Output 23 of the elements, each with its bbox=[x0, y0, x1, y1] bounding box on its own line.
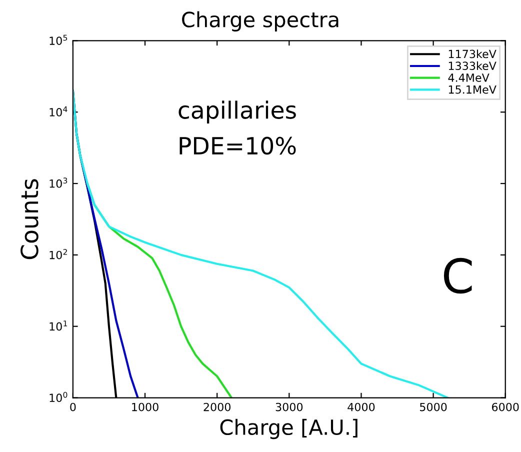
y-tick-label: 10$^{3}$ bbox=[50, 178, 68, 188]
legend-label: 1333keV bbox=[448, 61, 496, 70]
annotation: C bbox=[444, 258, 472, 294]
y-tick-label: 10$^{4}$ bbox=[50, 106, 68, 116]
x-tick-label: 3000 bbox=[276, 402, 303, 412]
x-axis-title: Charge [A.U.] bbox=[220, 418, 358, 440]
x-tick-label: 6000 bbox=[492, 402, 519, 412]
y-tick-label: 10$^{0}$ bbox=[50, 392, 68, 402]
x-tick-label: 0 bbox=[70, 402, 76, 412]
annotation: PDE=10% bbox=[180, 136, 296, 155]
y-tick-label: 10$^{1}$ bbox=[50, 320, 67, 331]
chart-title: Charge spectra bbox=[182, 11, 338, 32]
legend-label: 4.4MeV bbox=[448, 74, 490, 82]
x-tick-label: 5000 bbox=[420, 402, 447, 412]
x-tick-label: 4000 bbox=[348, 402, 375, 412]
y-axis-title: Counts bbox=[20, 179, 38, 260]
y-tick-label: 10$^{5}$ bbox=[50, 34, 68, 45]
x-tick-label: 1000 bbox=[132, 402, 158, 412]
y-tick-label: 10$^{2}$ bbox=[50, 249, 67, 260]
legend-label: 15.1MeV bbox=[448, 86, 496, 94]
legend-label: 1173keV bbox=[448, 50, 496, 58]
annotation: capillaries bbox=[178, 100, 296, 124]
x-tick-label: 2000 bbox=[204, 402, 230, 412]
